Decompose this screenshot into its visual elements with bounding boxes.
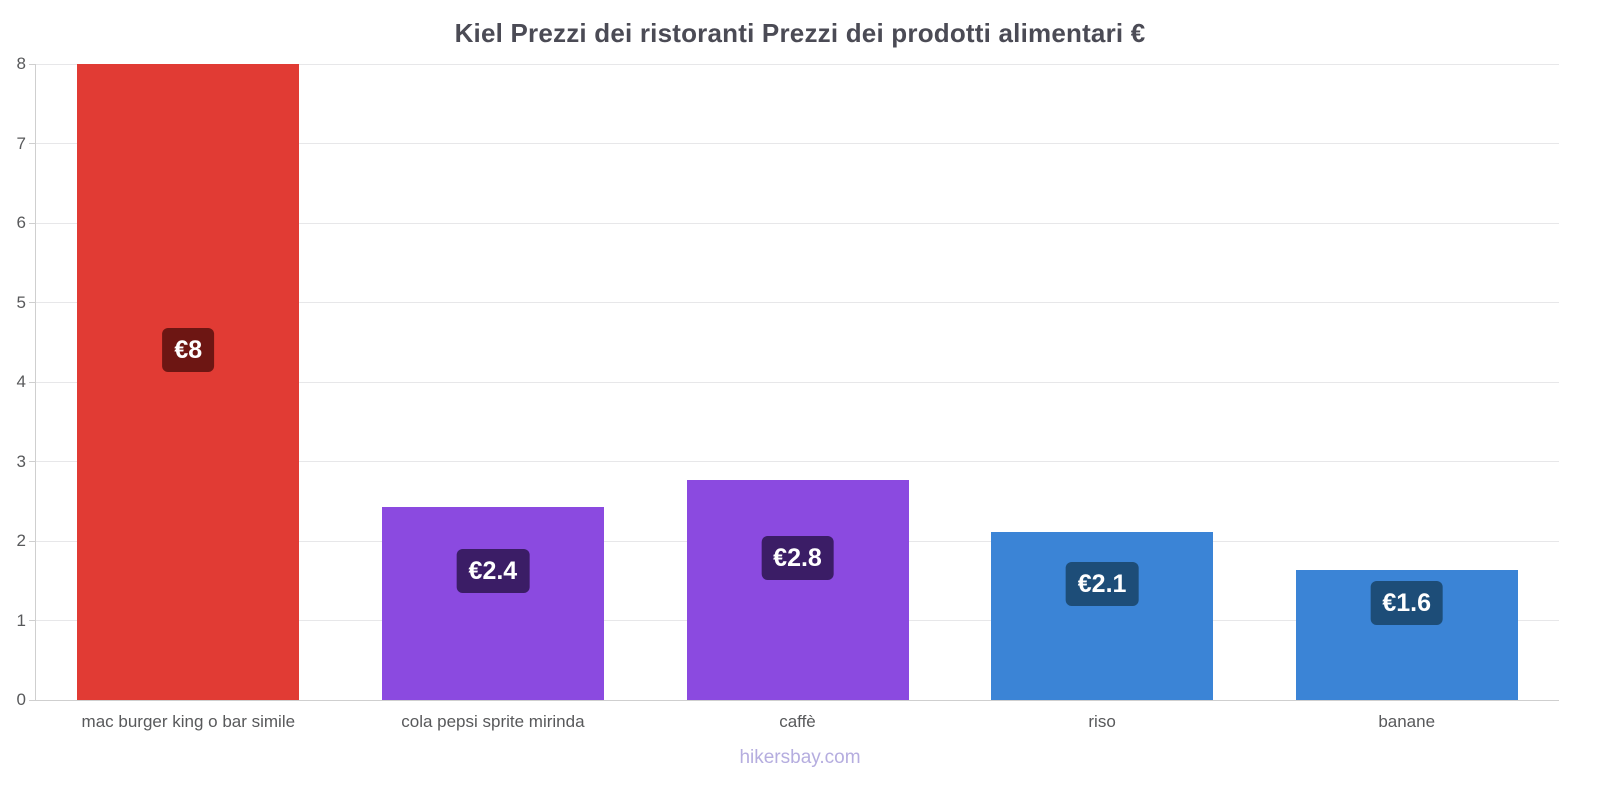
- y-axis-label: 2: [16, 531, 26, 550]
- bar: €2.4: [381, 506, 604, 700]
- bar: €1.6: [1295, 570, 1518, 700]
- y-axis-tick: [29, 222, 36, 224]
- y-axis-label: 5: [16, 292, 26, 312]
- y-axis-label: 8: [16, 54, 26, 73]
- y-axis-label: 4: [16, 372, 26, 391]
- gridline: [36, 381, 1559, 383]
- x-axis-label: riso: [1088, 712, 1116, 731]
- y-axis-tick: [29, 461, 36, 462]
- x-axis-label: banane: [1378, 712, 1436, 731]
- y-axis-tick: [29, 63, 36, 65]
- x-axis-label: caffè: [779, 712, 816, 731]
- footer-link[interactable]: hikersbay.com: [739, 747, 861, 768]
- y-axis-tick: [29, 699, 36, 701]
- y-axis-tick: [29, 540, 36, 542]
- y-axis-label: 6: [16, 213, 26, 232]
- gridline: [36, 222, 1559, 224]
- gridline: [36, 143, 1559, 144]
- y-axis-label: 0: [16, 690, 26, 709]
- x-axis-label: mac burger king o bar simile: [81, 712, 296, 731]
- bar: €2.8: [686, 479, 909, 700]
- gridline: [36, 302, 1559, 303]
- bar-value-label: €8: [162, 328, 215, 372]
- y-axis-tick: [29, 302, 36, 303]
- bar: €8: [77, 64, 300, 700]
- chart-title: Kiel Prezzi dei ristoranti Prezzi dei pr…: [454, 18, 1146, 48]
- gridline: [36, 461, 1559, 462]
- gridline: [36, 699, 1559, 701]
- bar: €2.1: [991, 532, 1214, 700]
- x-axis-label: cola pepsi sprite mirinda: [401, 712, 585, 731]
- y-axis-tick: [29, 143, 36, 144]
- bar-value-label: €2.1: [1065, 562, 1139, 607]
- gridline: [36, 63, 1559, 65]
- y-axis-label: 3: [16, 451, 26, 471]
- y-axis-tick: [29, 620, 36, 621]
- y-axis-tick: [29, 381, 36, 383]
- bar-value-label: €1.6: [1370, 581, 1444, 626]
- bar-value-label: €2.4: [456, 549, 530, 594]
- bar-value-label: €2.8: [761, 535, 834, 580]
- y-axis-label: 1: [16, 610, 26, 630]
- plot-area: 0 1 2 3 4 5 6 7 8 €8 mac burger king o bar simile €…: [17, 55, 1559, 731]
- y-axis-label: 7: [16, 133, 26, 153]
